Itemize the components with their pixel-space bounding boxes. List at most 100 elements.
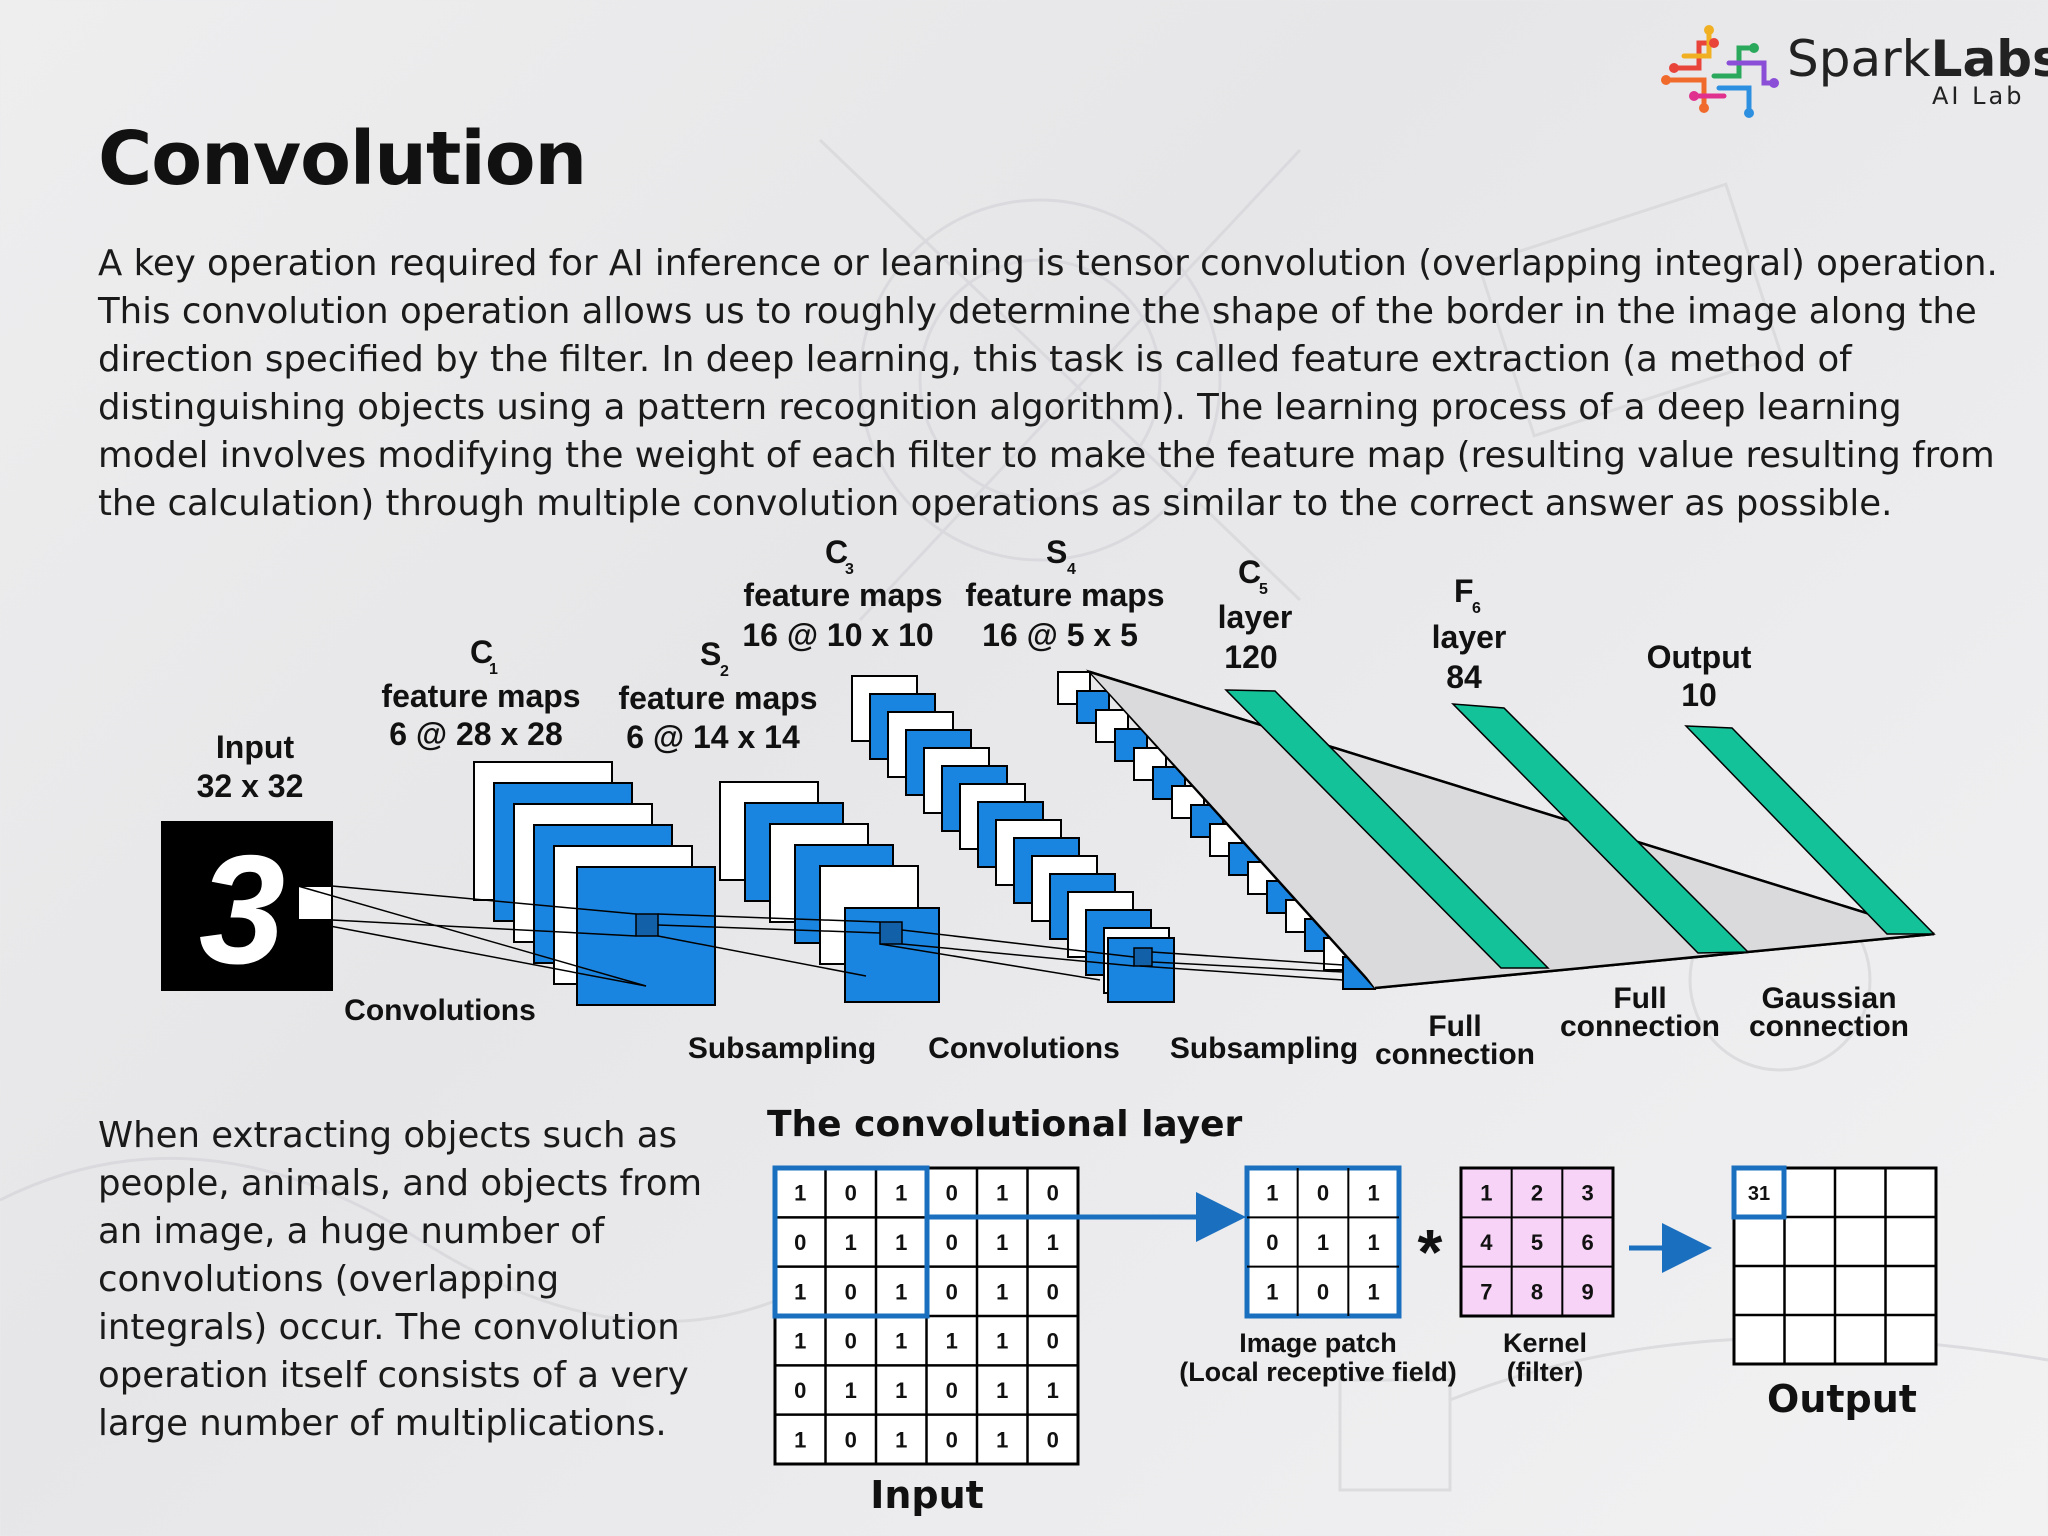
kernel-grid-cell: 9 bbox=[1582, 1279, 1594, 1304]
op-full-connection-1a: Full bbox=[1428, 1010, 1481, 1043]
page-title: Convolution bbox=[98, 116, 587, 202]
c3-feature-maps bbox=[851, 675, 1175, 1003]
input-grid-cell: 0 bbox=[1047, 1279, 1059, 1304]
c3-name: C bbox=[825, 534, 848, 570]
output-first-value: 31 bbox=[1748, 1183, 1770, 1205]
c5-size-label: 120 bbox=[1224, 639, 1277, 675]
input-grid-cell: 0 bbox=[1047, 1427, 1059, 1452]
input-receptive-field bbox=[297, 885, 333, 921]
output-first-cell-highlight bbox=[1731, 1165, 1787, 1220]
patch-grid-cell: 1 bbox=[1266, 1279, 1278, 1304]
kernel-grid-cell: 7 bbox=[1480, 1279, 1492, 1304]
c3-subscript: 3 bbox=[845, 561, 854, 578]
op-full-connection-1b: connection bbox=[1375, 1038, 1535, 1071]
s4-name: S bbox=[1046, 534, 1067, 570]
patch-grid-cell: 0 bbox=[1317, 1279, 1329, 1304]
s2-size-label: 6 @ 14 x 14 bbox=[626, 719, 800, 755]
conv-output-label: Output bbox=[1767, 1377, 1917, 1421]
input-grid-cell: 1 bbox=[996, 1329, 1008, 1354]
f6-layer bbox=[1451, 703, 1750, 954]
kernel-grid-cell: 6 bbox=[1582, 1230, 1594, 1255]
patch-label-line1: Image patch bbox=[1239, 1328, 1397, 1358]
input-grid-cell: 0 bbox=[845, 1427, 857, 1452]
circuit-logo-icon bbox=[1661, 25, 1779, 118]
input-size-label: 32 x 32 bbox=[197, 768, 304, 804]
input-label: Input bbox=[216, 729, 295, 765]
patch-grid-cell: 1 bbox=[1317, 1230, 1329, 1255]
image-patch-grid bbox=[1244, 1165, 1402, 1319]
input-grid-cell: 1 bbox=[895, 1181, 907, 1206]
input-grid-cell: 0 bbox=[946, 1279, 958, 1304]
f6-name: F bbox=[1454, 573, 1474, 609]
op-gaussian-connection-a: Gaussian bbox=[1761, 982, 1896, 1015]
kernel-grid bbox=[1459, 1166, 1615, 1318]
kernel-label-line1: Kernel bbox=[1503, 1328, 1587, 1358]
patch-grid-cell: 1 bbox=[1266, 1181, 1278, 1206]
c3-feature-maps-label: feature maps bbox=[743, 577, 942, 613]
kernel-grid-cell: 3 bbox=[1582, 1181, 1594, 1206]
input-grid-cell: 1 bbox=[895, 1329, 907, 1354]
convolutional-layer-figure: The convolutional layer 1 0 1 0 1 0 0 1 1 0 1 1 1 0 1 0… bbox=[767, 1104, 1938, 1517]
lenet-architecture: Input 32 x 32 3 C 1 feature maps 6 @ 28 … bbox=[161, 534, 1936, 1071]
c1-feature-maps bbox=[473, 761, 716, 1006]
input-grid-cell: 0 bbox=[946, 1378, 958, 1403]
input-grid-cell: 0 bbox=[946, 1230, 958, 1255]
input-grid-cell: 1 bbox=[946, 1329, 958, 1354]
op-convolutions-1: Convolutions bbox=[344, 994, 536, 1027]
patch-grid-cell: 0 bbox=[1266, 1230, 1278, 1255]
c5-name: C bbox=[1238, 554, 1261, 590]
output-label: Output bbox=[1647, 639, 1752, 675]
input-digit: 3 bbox=[199, 823, 285, 996]
dense-layers bbox=[1224, 689, 1936, 969]
input-grid-cell: 0 bbox=[1047, 1329, 1059, 1354]
kernel-label-line2: (filter) bbox=[1507, 1357, 1584, 1387]
s4-subscript: 4 bbox=[1067, 561, 1076, 578]
input-grid-cell: 1 bbox=[794, 1181, 806, 1206]
patch-grid-cell: 0 bbox=[1317, 1181, 1329, 1206]
input-grid-cell: 1 bbox=[996, 1230, 1008, 1255]
side-paragraph: When extracting objects such as people, … bbox=[98, 1115, 703, 1444]
input-grid-cell: 1 bbox=[895, 1378, 907, 1403]
s2-feature-maps bbox=[719, 781, 940, 1003]
op-full-connection-2a: Full bbox=[1613, 982, 1666, 1015]
input-grid-cell: 1 bbox=[1047, 1230, 1059, 1255]
c1-subscript: 1 bbox=[489, 661, 498, 678]
kernel-grid-cell: 1 bbox=[1480, 1181, 1492, 1206]
input-grid-cell: 1 bbox=[996, 1378, 1008, 1403]
input-grid-cell: 1 bbox=[794, 1427, 806, 1452]
sparklabs-logo: SparkLabs AI Lab bbox=[1654, 18, 2048, 128]
convolution-operator: * bbox=[1418, 1216, 1443, 1288]
c1-name: C bbox=[470, 634, 493, 670]
s2-name: S bbox=[700, 636, 721, 672]
conv-input-label: Input bbox=[870, 1473, 984, 1517]
input-grid-cell: 1 bbox=[794, 1279, 806, 1304]
kernel-grid-cell: 2 bbox=[1531, 1181, 1543, 1206]
brand-subtitle: AI Lab bbox=[1932, 82, 2025, 110]
input-highlight-window bbox=[772, 1165, 930, 1319]
input-grid-cell: 0 bbox=[845, 1279, 857, 1304]
input-grid-cell: 0 bbox=[1047, 1181, 1059, 1206]
patch-grid-cell: 1 bbox=[1368, 1279, 1380, 1304]
output-size-label: 10 bbox=[1681, 677, 1717, 713]
f6-layer-label: layer bbox=[1432, 619, 1507, 655]
input-grid-cell: 1 bbox=[895, 1230, 907, 1255]
patch-grid-cell: 1 bbox=[1368, 1230, 1380, 1255]
input-grid-cell: 1 bbox=[794, 1329, 806, 1354]
input-grid-cell: 0 bbox=[794, 1378, 806, 1403]
op-full-connection-2b: connection bbox=[1560, 1010, 1720, 1043]
s4-feature-maps-label: feature maps bbox=[965, 577, 1164, 613]
input-grid-cell: 0 bbox=[946, 1181, 958, 1206]
c5-layer-label: layer bbox=[1218, 599, 1293, 635]
kernel-grid-cell: 5 bbox=[1531, 1230, 1543, 1255]
input-grid-cell: 1 bbox=[895, 1279, 907, 1304]
op-subsampling-1: Subsampling bbox=[688, 1032, 876, 1065]
input-grid-cell: 1 bbox=[895, 1427, 907, 1452]
input-grid-cell: 1 bbox=[1047, 1378, 1059, 1403]
c1-size-label: 6 @ 28 x 28 bbox=[389, 716, 563, 752]
main-paragraph: A key operation required for AI inferenc… bbox=[98, 243, 1998, 524]
input-to-patch-arrow bbox=[924, 1168, 1246, 1242]
s2-subscript: 2 bbox=[720, 663, 729, 680]
op-subsampling-2: Subsampling bbox=[1170, 1032, 1358, 1065]
